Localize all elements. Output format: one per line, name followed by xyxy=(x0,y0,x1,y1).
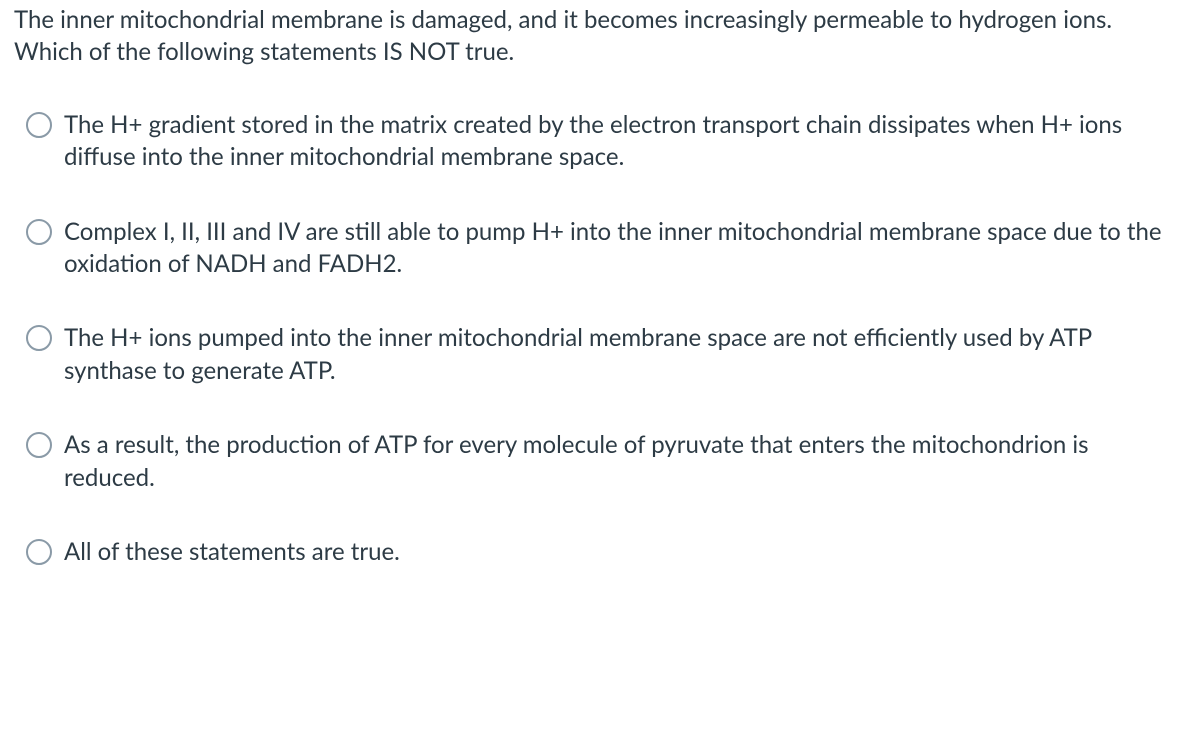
option-text: All of these statements are true. xyxy=(64,536,400,568)
option-1[interactable]: The H+ gradient stored in the matrix cre… xyxy=(26,109,1184,174)
question-container: The inner mitochondrial membrane is dama… xyxy=(0,0,1200,584)
radio-icon[interactable] xyxy=(26,219,52,245)
options-list: The H+ gradient stored in the matrix cre… xyxy=(14,109,1184,569)
option-text: As a result, the production of ATP for e… xyxy=(64,429,1184,494)
radio-icon[interactable] xyxy=(26,112,52,138)
radio-icon[interactable] xyxy=(26,325,52,351)
option-3[interactable]: The H+ ions pumped into the inner mitoch… xyxy=(26,322,1184,387)
option-text: Complex I, II, III and IV are still able… xyxy=(64,216,1184,281)
question-stem: The inner mitochondrial membrane is dama… xyxy=(14,4,1184,69)
option-5[interactable]: All of these statements are true. xyxy=(26,536,1184,568)
option-text: The H+ ions pumped into the inner mitoch… xyxy=(64,322,1184,387)
option-2[interactable]: Complex I, II, III and IV are still able… xyxy=(26,216,1184,281)
option-text: The H+ gradient stored in the matrix cre… xyxy=(64,109,1184,174)
radio-icon[interactable] xyxy=(26,539,52,565)
option-4[interactable]: As a result, the production of ATP for e… xyxy=(26,429,1184,494)
radio-icon[interactable] xyxy=(26,432,52,458)
